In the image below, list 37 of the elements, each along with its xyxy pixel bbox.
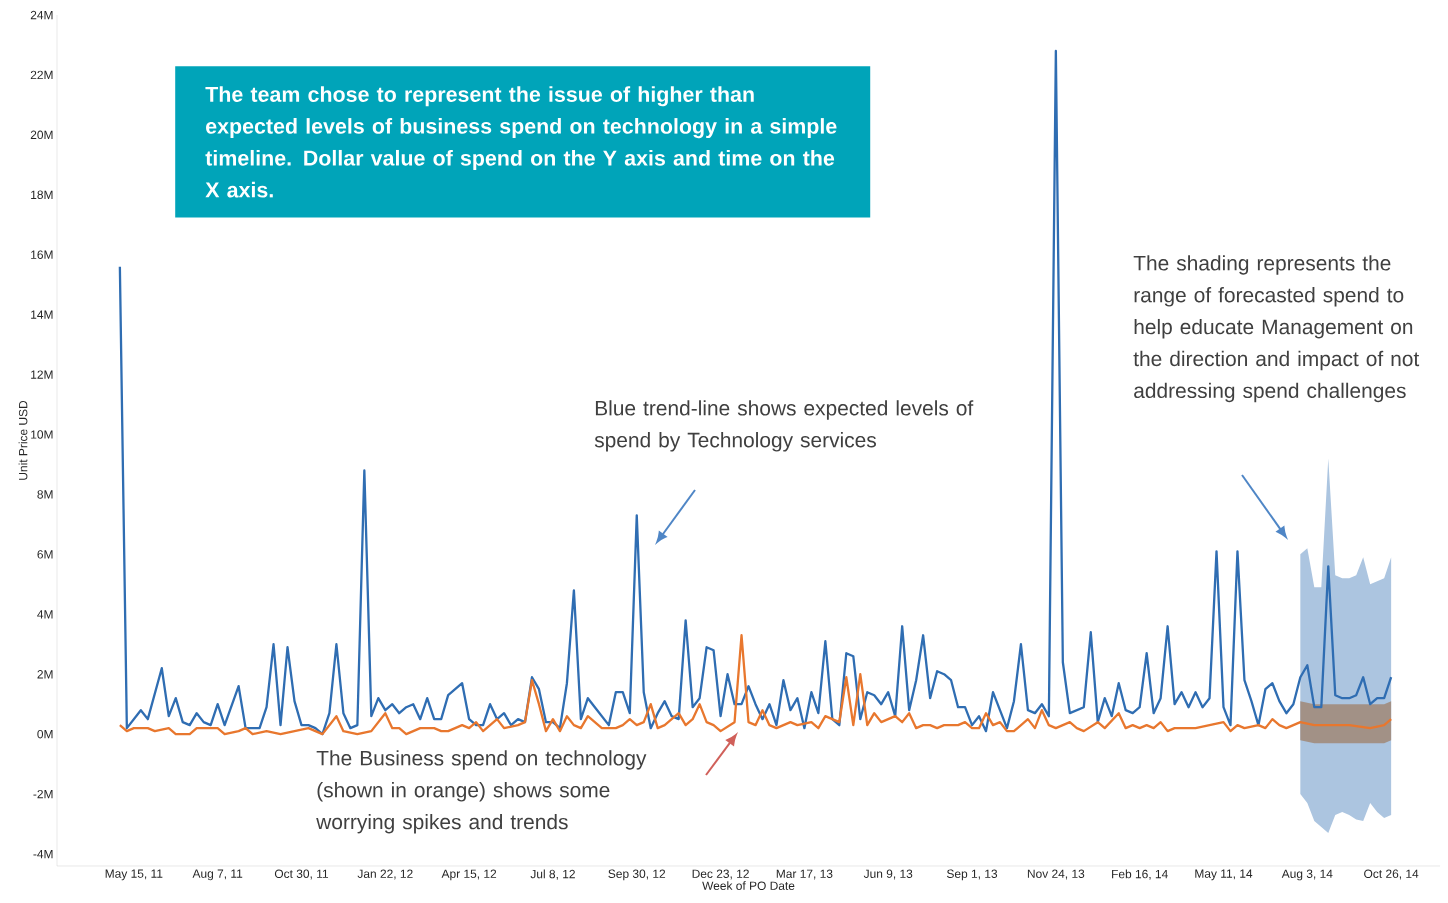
y-tick-label: 14M xyxy=(31,310,53,319)
y-tick-label: 2M xyxy=(37,670,53,679)
annotation: Blue trend-line shows expected levels of spend by Technology services xyxy=(594,400,974,452)
x-tick-label: Jun 9, 13 xyxy=(863,869,913,880)
y-tick-label: 18M xyxy=(31,190,53,199)
y-tick-label: 16M xyxy=(31,250,53,259)
x-tick-label: Apr 15, 12 xyxy=(441,869,497,881)
x-tick-label: Oct 26, 14 xyxy=(1364,869,1419,880)
x-tick-label: May 11, 14 xyxy=(1195,869,1253,881)
y-tick-label: 22M xyxy=(30,70,53,80)
x-tick-label: Aug 7, 11 xyxy=(192,869,243,881)
y-tick-label: 6M xyxy=(37,550,53,559)
x-tick-label: Dec 23, 12 xyxy=(692,869,749,880)
annotation: The shading represents the range of forecasted spend to help educate Management on the direction and impact of not addressing spend challenges xyxy=(1133,255,1420,403)
x-tick-label: May 15, 11 xyxy=(105,869,163,881)
x-tick-label: Nov 24, 13 xyxy=(1027,869,1085,880)
y-tick-label: 4M xyxy=(37,610,53,619)
x-tick-label: Sep 1, 13 xyxy=(946,869,998,881)
x-axis-title: Week of PO Date xyxy=(702,881,795,890)
y-tick-label: 12M xyxy=(31,370,53,379)
x-tick-label: Jan 22, 12 xyxy=(357,869,413,880)
y-tick-label: 24M xyxy=(30,10,53,20)
y-tick-label: -4M xyxy=(33,849,53,859)
y-axis-title: Unit Price USD xyxy=(18,400,28,480)
x-tick-label: Aug 3, 14 xyxy=(1281,869,1333,881)
x-tick-label: Feb 16, 14 xyxy=(1112,869,1168,880)
y-tick-label: 20M xyxy=(30,130,53,140)
x-tick-label: Jul 8, 12 xyxy=(530,869,575,880)
x-tick-label: Sep 30, 12 xyxy=(608,869,666,881)
y-tick-label: -2M xyxy=(33,789,53,799)
y-tick-label: 0M xyxy=(37,729,53,739)
x-tick-label: Mar 17, 13 xyxy=(776,869,833,880)
x-tick-label: Oct 30, 11 xyxy=(274,869,329,880)
annotation: The Business spend on technology (shown in orange) shows some worrying spikes and trends xyxy=(316,750,647,834)
y-tick-label: 10M xyxy=(31,430,53,439)
annotation: The team chose to represent the issue of higher than expected levels of business spend on technology in a simple timeline. Dollar value of spend on the Y axis and time on the X axis. xyxy=(205,86,837,198)
y-tick-label: 8M xyxy=(37,490,53,499)
